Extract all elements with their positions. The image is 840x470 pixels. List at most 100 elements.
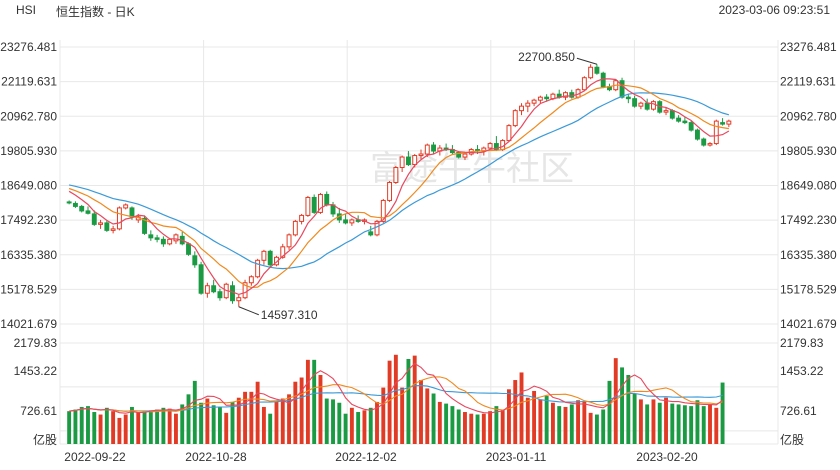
price-tick-label: 23276.481 <box>0 40 57 54</box>
candle-up <box>525 102 531 107</box>
volume-bar-up <box>563 406 568 444</box>
candle-up <box>726 120 732 125</box>
volume-bar-down <box>192 380 197 444</box>
candle-down <box>701 138 707 146</box>
volume-bar-up <box>582 401 587 444</box>
candle-down <box>343 219 349 224</box>
price-tick-label: 19805.930 <box>0 144 57 158</box>
candle-down <box>405 156 411 166</box>
volume-bar-up <box>400 387 405 444</box>
candle-up <box>462 153 468 158</box>
volume-bar-down <box>450 406 455 444</box>
candle-down <box>91 213 97 225</box>
candle-down <box>198 264 204 294</box>
volume-bar-down <box>92 412 97 444</box>
volume-bar-down <box>594 414 599 444</box>
candle-up <box>280 246 286 258</box>
volume-bar-down <box>645 404 650 444</box>
volume-bar-up <box>651 399 656 444</box>
candle-down <box>720 122 726 125</box>
volume-bar-down <box>676 404 681 444</box>
candle-down <box>694 129 700 140</box>
candle-up <box>261 250 267 261</box>
volume-average-lines <box>69 362 723 414</box>
candle-up <box>506 125 512 142</box>
price-tick-label: 17492.230 <box>780 213 837 227</box>
volume-bar-up <box>576 400 581 444</box>
candle-down <box>79 205 85 212</box>
volume-bar-down <box>620 367 624 444</box>
volume-bar-down <box>406 358 411 444</box>
volume-bar-up <box>463 412 467 444</box>
price-tick-label: 18649.080 <box>780 179 837 193</box>
candle-down <box>217 291 223 299</box>
volume-bar-down <box>475 414 480 444</box>
candle-down <box>431 144 437 152</box>
candle-up <box>638 102 644 107</box>
volume-bar-up <box>117 417 122 444</box>
volume-bar-up <box>318 374 323 444</box>
candle-up <box>110 228 116 231</box>
candle-down <box>493 143 499 151</box>
candle-up <box>167 238 173 245</box>
candle-down <box>688 122 694 131</box>
volume-bar-down <box>148 410 153 444</box>
volume-bar-up <box>500 409 505 444</box>
candle-up <box>116 207 122 230</box>
candle-up <box>387 181 393 201</box>
candle-up <box>236 297 242 302</box>
candle-down <box>625 96 631 100</box>
candle-down <box>129 207 135 218</box>
price-tick-label: 15178.529 <box>0 282 57 296</box>
volume-bar-down <box>494 406 499 444</box>
candle-down <box>186 243 191 255</box>
candle-down <box>192 255 198 266</box>
volume-bar-up <box>613 358 618 444</box>
price-tick-label: 16335.380 <box>780 248 837 262</box>
volume-bar-down <box>343 413 348 444</box>
volume-bar-down <box>324 398 329 444</box>
volume-bar-up <box>525 397 530 444</box>
candle-down <box>676 117 682 122</box>
candle-up <box>519 105 524 112</box>
volume-bar-down <box>632 393 637 444</box>
volume-bar-up <box>381 387 386 444</box>
volume-bar-down <box>130 406 134 444</box>
volume-bar-up <box>249 391 254 444</box>
candle-down <box>104 222 110 231</box>
candle-up <box>318 193 323 213</box>
volume-bar-down <box>601 409 606 444</box>
date-tick-label: 2022-09-22 <box>64 450 126 464</box>
price-tick-label: 22119.631 <box>780 75 836 89</box>
volume-bar-up <box>588 412 593 444</box>
candle-up <box>581 77 587 91</box>
volume-bar-up <box>274 401 279 444</box>
volume-bar-up <box>98 414 103 444</box>
price-tick-label: 15178.529 <box>780 282 837 296</box>
volume-tick-label: 2179.83 <box>780 336 824 350</box>
volume-bar-up <box>513 380 518 444</box>
volume-bar-up <box>111 411 116 444</box>
timestamp-label: 2023-03-06 09:23:51 <box>718 3 830 17</box>
candle-up <box>349 219 355 224</box>
candle-up <box>487 143 493 149</box>
date-axis: 2022-09-22 2022-10-28 2022-12-02 2023-01-11… <box>64 450 698 464</box>
volume-axis-right: 2179.83 1453.22 726.61 亿股 <box>780 336 824 447</box>
candle-down <box>594 66 600 74</box>
candle-up <box>399 156 405 169</box>
volume-bar-down <box>331 399 335 444</box>
candle-up <box>255 259 261 278</box>
volume-bar-down <box>689 406 694 444</box>
candle-up <box>248 276 254 284</box>
volume-bar-down <box>701 406 706 444</box>
price-annotations: 22700.850 14597.310 <box>238 50 598 322</box>
volume-bar-down <box>86 406 90 444</box>
volume-bar-up <box>708 404 712 444</box>
price-tick-label: 19805.930 <box>780 144 837 158</box>
volume-bar-down <box>211 405 216 444</box>
candle-up <box>98 222 104 225</box>
candle-down <box>311 196 317 213</box>
volume-bar-down <box>180 404 185 444</box>
volume-bar-up <box>532 390 537 444</box>
